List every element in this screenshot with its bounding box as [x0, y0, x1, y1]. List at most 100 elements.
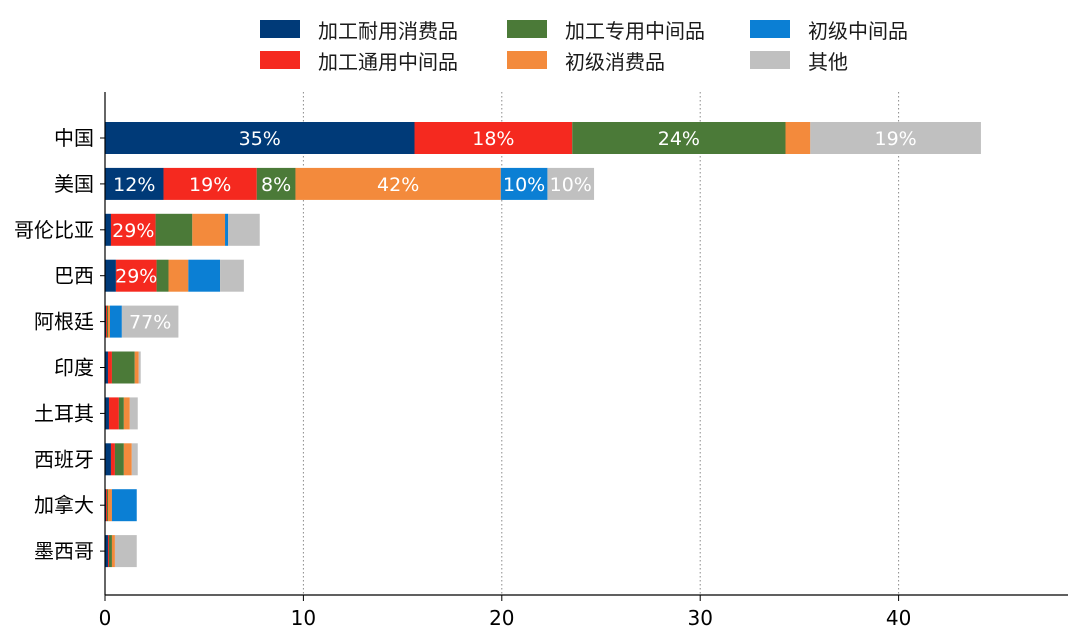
bar-segment [105, 122, 415, 154]
bar-segment [810, 122, 981, 154]
bar-segment [500, 167, 548, 200]
x-tick-label: 0 [99, 606, 112, 630]
bar-segment [107, 351, 112, 384]
data-label: 35% [239, 128, 281, 150]
data-label: 8% [261, 174, 291, 196]
data-label: 42% [377, 174, 419, 196]
legend-label: 初级消费品 [565, 49, 665, 74]
bar-segment [123, 443, 132, 476]
legend-label: 加工通用中间品 [318, 49, 458, 74]
bar-segment [129, 397, 138, 430]
bar-segment [163, 167, 257, 200]
y-tick-label: 印度 [54, 356, 94, 380]
legend-item: 加工耐用消费品 [260, 14, 458, 44]
bar-segment [107, 489, 112, 522]
legend-item: 其他 [750, 45, 848, 75]
y-tick-label: 巴西 [54, 264, 94, 288]
legend-item: 加工通用中间品 [260, 45, 458, 75]
x-tick-label: 30 [687, 606, 712, 630]
bar-segment [188, 259, 221, 292]
legend-swatch [507, 20, 547, 38]
bar-segment [111, 489, 137, 522]
bar-segment [118, 397, 124, 430]
bar-segment [225, 213, 229, 246]
legend-swatch [507, 51, 547, 69]
data-label: 19% [875, 128, 917, 150]
bar-segment [105, 535, 108, 568]
bar-segment [785, 122, 811, 154]
bar-segment [115, 259, 157, 292]
legend-item: 加工专用中间品 [507, 14, 705, 44]
legend-swatch [260, 20, 300, 38]
bar-segment [111, 351, 135, 384]
data-label: 29% [115, 266, 157, 288]
bar-segment [295, 167, 501, 200]
bar-segment [105, 397, 109, 430]
bar-segment [105, 259, 116, 292]
y-tick-label: 墨西哥 [34, 539, 94, 563]
bar-segment [105, 305, 107, 338]
y-tick-label: 中国 [54, 126, 94, 150]
bar-segment [105, 351, 108, 384]
bar-segment [109, 305, 122, 338]
bar-segment [155, 213, 193, 246]
bar-segment [108, 535, 112, 568]
bar-segment [414, 122, 573, 154]
bar-segment [168, 259, 189, 292]
bar-segment [572, 122, 786, 154]
bar-segment [106, 305, 108, 338]
x-tick-label: 20 [489, 606, 514, 630]
bar-segment [228, 213, 260, 246]
data-label: 12% [113, 174, 155, 196]
bar-segment [138, 351, 141, 384]
y-tick-label: 哥伦比亚 [14, 218, 94, 242]
bar-segment [107, 305, 110, 338]
bar-segment [121, 305, 179, 338]
bar-segment [105, 489, 107, 522]
bar-segment [105, 167, 164, 200]
legend-label: 加工专用中间品 [565, 18, 705, 43]
bar-segment [192, 213, 226, 246]
bar-segment [220, 259, 244, 292]
bar-segment [114, 535, 137, 568]
bar-segment [123, 397, 130, 430]
bar-segment [110, 213, 156, 246]
bar-segment [131, 443, 138, 476]
bar-segment [105, 213, 111, 246]
data-label: 10% [503, 174, 545, 196]
bar-segment [111, 535, 115, 568]
legend-swatch [750, 20, 790, 38]
legend-swatch [260, 51, 300, 69]
legend-label: 其他 [808, 49, 848, 74]
bar-segment [110, 443, 115, 476]
x-tick-label: 40 [886, 606, 911, 630]
bar-segment [107, 535, 109, 568]
y-tick-label: 阿根廷 [34, 310, 94, 334]
legend-swatch [750, 51, 790, 69]
bar-segment [134, 351, 139, 384]
bar-segment [106, 489, 108, 522]
legend-item: 初级消费品 [507, 45, 665, 75]
legend: 加工耐用消费品 加工通用中间品 加工专用中间品 初级消费品 初级中间品其他 [260, 14, 960, 78]
data-label: 18% [472, 128, 514, 150]
legend-label: 初级中间品 [808, 18, 908, 43]
legend-label: 加工耐用消费品 [318, 18, 458, 43]
bar-segment [114, 443, 124, 476]
data-label: 77% [129, 312, 171, 334]
bar-segment [156, 259, 169, 292]
x-tick-label: 10 [291, 606, 316, 630]
data-label: 19% [189, 174, 231, 196]
bar-segment [108, 397, 119, 430]
data-label: 24% [658, 128, 700, 150]
data-label: 29% [112, 220, 154, 242]
bar-segment [547, 167, 595, 200]
data-label: 10% [550, 174, 592, 196]
bar-segment [105, 443, 111, 476]
legend-item: 初级中间品 [750, 14, 908, 44]
y-tick-label: 西班牙 [34, 447, 94, 471]
y-tick-label: 加拿大 [34, 493, 94, 517]
bar-segment [256, 167, 296, 200]
y-tick-label: 土耳其 [34, 401, 94, 425]
y-tick-label: 美国 [54, 172, 94, 196]
